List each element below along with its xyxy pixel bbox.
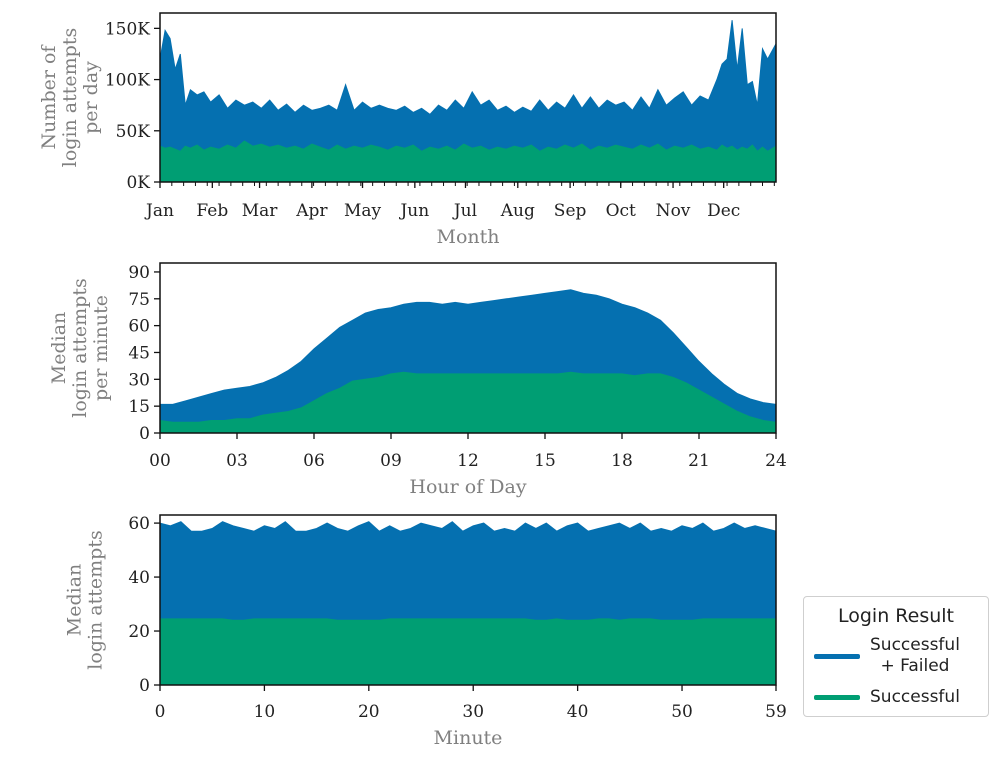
y-tick-label: 45 [128,343,150,363]
x-tick-label: Nov [656,201,691,221]
axes-frame [159,514,777,686]
y-axis-label: Number oflogin attemptsper day [38,28,102,167]
y-axis-label: Medianlogin attemptsper minute [48,278,112,417]
y-tick-label: 0 [139,424,150,444]
chart-hourly: 0 15 30 45 60 75 90 00 03 06 09 12 15 18 21 24 Hour of D… [48,262,787,498]
chart-minute: 0 20 40 60 0 10 20 30 40 50 59 Minute Medianlogin at… [64,514,787,749]
x-tick-label: 20 [358,702,380,722]
y-tick-label: 0K [126,173,150,193]
x-tick-label: 21 [688,451,710,471]
y-axis-label-line: Number of [38,44,60,150]
x-tick-label: 24 [765,451,787,471]
legend-swatch-successful [814,695,860,700]
y-axis-label-line: login attempts [59,28,81,167]
y-axis-label-line: Median [64,564,86,637]
y-tick-label: 20 [128,622,150,642]
legend-item-total: Successful + Failed [814,635,982,677]
x-tick-label: 06 [303,451,325,471]
y-axis-label-line: per minute [90,295,112,401]
y-axis-label-line: login attempts [69,278,91,417]
x-tick-label: 30 [462,702,484,722]
y-axis-label-line: login attempts [85,530,107,669]
x-tick-label: 12 [457,451,479,471]
x-tick-label: 00 [149,451,171,471]
legend: Login Result Successful + Failed Success… [803,596,989,717]
x-tick-label: Jun [398,201,429,221]
x-tick-label: 03 [226,451,248,471]
x-axis-label: Month [436,226,499,248]
x-tick-label: Jul [452,201,477,221]
y-tick-label: 15 [128,397,150,417]
y-tick-label: 40 [128,568,150,588]
x-axis-label: Hour of Day [409,476,526,498]
y-tick-label: 90 [128,263,150,283]
y-tick-label: 0 [139,676,150,696]
x-axis-label: Minute [434,727,503,749]
x-tick-label: 40 [567,702,589,722]
legend-item-successful: Successful [814,687,982,708]
legend-swatch-total [814,653,860,659]
x-tick-label: 09 [380,451,402,471]
area-successful-failed-daily [160,20,776,182]
legend-title: Login Result [837,605,954,627]
x-tick-label: 59 [765,702,787,722]
axes-frame [159,12,777,183]
y-axis-label-line: per day [80,61,102,134]
x-tick-label: Oct [606,201,636,221]
area-successful-minute [160,618,776,685]
x-tick-label: 15 [534,451,556,471]
y-tick-label: 75 [128,290,150,310]
legend-label-total: Successful + Failed [870,635,960,676]
y-axis-label-line: Median [48,312,70,385]
y-tick-label: 100K [105,71,150,91]
x-tick-label: 0 [155,702,166,722]
x-tick-label: Mar [242,201,279,221]
y-tick-label: 50K [116,122,151,142]
y-tick-label: 30 [128,370,150,390]
y-tick-label: 60 [128,514,150,534]
x-tick-label: Feb [196,201,228,221]
x-tick-label: Jan [144,201,174,221]
legend-label-successful: Successful [870,687,960,707]
x-tick-label: 18 [611,451,633,471]
chart-daily: 0K 50K 100K 150K Jan Feb Mar Apr May Jun Jul Aug Sep… [38,12,777,248]
x-tick-label: Aug [500,201,535,221]
x-tick-label: Sep [554,201,587,221]
area-successful-hourly [160,371,776,433]
x-tick-label: Apr [295,201,328,221]
x-tick-label: Dec [707,201,740,221]
x-tick-label: 10 [254,702,276,722]
x-tick-label: 50 [671,702,693,722]
y-tick-label: 150K [105,19,150,39]
y-tick-label: 60 [128,317,150,337]
y-axis-label: Medianlogin attempts [64,530,107,669]
x-tick-label: May [344,201,382,221]
area-successful-daily [160,140,776,182]
